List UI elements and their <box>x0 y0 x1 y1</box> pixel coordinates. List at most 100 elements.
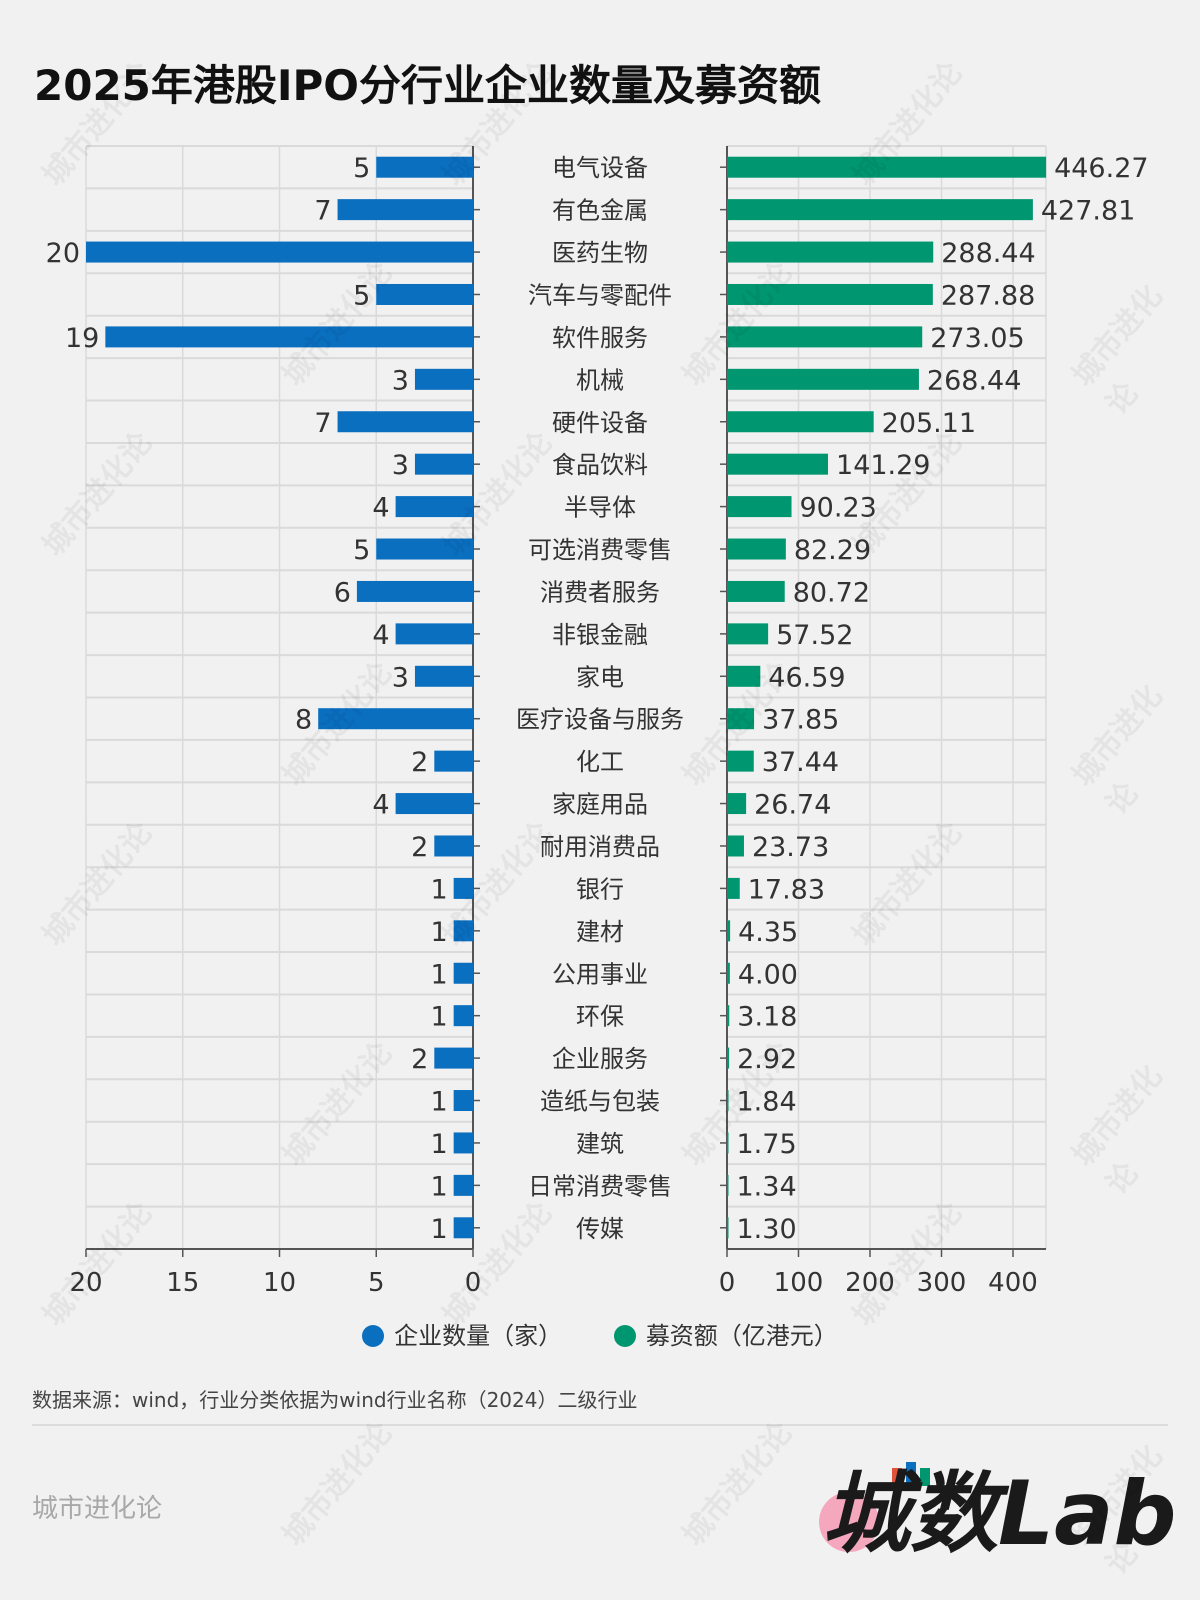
data-label-count: 5 <box>353 535 370 566</box>
data-label-count: 2 <box>411 747 428 778</box>
bar-count <box>453 877 473 899</box>
bar-count <box>86 241 473 263</box>
bar-amount <box>727 1090 729 1112</box>
data-label-amount: 80.72 <box>793 577 870 608</box>
bar-count <box>318 708 473 730</box>
data-label-amount: 82.29 <box>794 535 871 566</box>
bar-amount <box>727 496 792 518</box>
bar-count <box>337 199 473 221</box>
bar-amount <box>727 411 874 433</box>
source-note: 数据来源：wind，行业分类依据为wind行业名称（2024）二级行业 <box>32 1388 638 1412</box>
data-label-amount: 90.23 <box>800 493 877 524</box>
data-label-amount: 4.00 <box>738 959 798 990</box>
bar-amount <box>727 538 786 560</box>
brand-name: 城市进化论 <box>32 1494 163 1524</box>
data-label-amount: 26.74 <box>754 790 831 821</box>
category-label: 企业服务 <box>552 1045 648 1073</box>
bar-amount <box>727 241 934 263</box>
bar-count <box>395 623 473 645</box>
data-label-amount: 46.59 <box>768 662 845 693</box>
x-tick-label-left: 10 <box>263 1268 296 1298</box>
bar-count <box>414 665 473 687</box>
bar-amount <box>727 283 933 305</box>
category-label: 家庭用品 <box>552 791 648 819</box>
category-label: 电气设备 <box>552 154 648 182</box>
bar-amount <box>727 750 754 772</box>
legend-label: 企业数量（家） <box>394 1322 563 1350</box>
bar-amount <box>727 1217 729 1239</box>
bar-count <box>376 538 473 560</box>
category-label: 非银金融 <box>552 621 648 649</box>
bar-amount <box>727 453 829 475</box>
category-label: 汽车与零配件 <box>528 281 672 309</box>
data-label-amount: 141.29 <box>836 450 930 481</box>
x-tick-label-right: 400 <box>988 1268 1038 1298</box>
bar-count <box>395 496 473 518</box>
bar-count <box>414 453 473 475</box>
bar-amount <box>727 1174 729 1196</box>
category-label: 传媒 <box>576 1215 624 1243</box>
bar-count <box>414 368 473 390</box>
data-label-count: 1 <box>430 917 447 948</box>
data-label-count: 1 <box>430 1002 447 1033</box>
bar-count <box>453 920 473 942</box>
data-label-count: 1 <box>430 1214 447 1245</box>
data-label-count: 1 <box>430 874 447 905</box>
x-tick-label-left: 5 <box>368 1268 385 1298</box>
watermark: 城市进化论 <box>276 1415 400 1553</box>
data-label-amount: 57.52 <box>776 620 853 651</box>
data-label-count: 3 <box>392 450 409 481</box>
bar-amount <box>727 1132 729 1154</box>
data-label-amount: 273.05 <box>930 323 1024 354</box>
data-label-count: 3 <box>392 662 409 693</box>
bar-count <box>453 1174 473 1196</box>
data-label-amount: 17.83 <box>748 874 825 905</box>
bar-amount <box>727 368 919 390</box>
data-label-count: 4 <box>372 620 389 651</box>
category-label: 消费者服务 <box>540 578 660 606</box>
bar-count <box>337 411 473 433</box>
legend-dot-icon <box>362 1325 385 1347</box>
data-label-amount: 37.44 <box>762 747 839 778</box>
legend-item-amount: 募资额（亿港元） <box>613 1316 838 1351</box>
bar-amount <box>727 156 1047 178</box>
x-tick-label-right: 100 <box>774 1268 824 1298</box>
data-label-amount: 427.81 <box>1041 196 1135 227</box>
category-label: 半导体 <box>564 494 636 522</box>
bar-amount <box>727 623 769 645</box>
category-label: 环保 <box>576 1003 624 1031</box>
category-label: 硬件设备 <box>552 409 648 437</box>
data-label-count: 1 <box>430 959 447 990</box>
data-label-amount: 205.11 <box>882 408 976 439</box>
bar-amount <box>727 199 1033 221</box>
category-label: 食品饮料 <box>552 451 648 479</box>
bar-count <box>105 326 473 348</box>
bar-count <box>376 156 473 178</box>
x-tick-label-right: 300 <box>917 1268 967 1298</box>
divider <box>32 1424 1168 1426</box>
category-label: 机械 <box>576 366 624 394</box>
bar-amount <box>727 1047 730 1069</box>
bar-count <box>453 1090 473 1112</box>
bar-amount <box>727 835 744 857</box>
data-label-amount: 1.84 <box>737 1087 797 1118</box>
data-label-amount: 37.85 <box>762 705 839 736</box>
data-label-count: 5 <box>353 280 370 311</box>
x-tick-label-left: 15 <box>166 1268 199 1298</box>
data-label-count: 2 <box>411 832 428 863</box>
legend-item-count: 企业数量（家） <box>362 1316 562 1351</box>
svg-text:城数Lab.: 城数Lab. <box>822 1462 1174 1562</box>
category-label: 医药生物 <box>552 239 648 267</box>
bar-amount <box>727 877 740 899</box>
data-label-count: 20 <box>46 238 80 269</box>
data-label-count: 1 <box>430 1087 447 1118</box>
chart-title: 2025年港股IPO分行业企业数量及募资额 <box>34 61 822 110</box>
legend-label: 募资额（亿港元） <box>645 1322 838 1350</box>
bar-count <box>453 1005 473 1027</box>
data-label-amount: 287.88 <box>941 280 1035 311</box>
data-label-amount: 446.27 <box>1054 153 1148 184</box>
bar-count <box>376 283 473 305</box>
data-label-count: 2 <box>411 1044 428 1075</box>
x-tick-label-left: 20 <box>69 1268 102 1298</box>
category-label: 公用事业 <box>552 960 648 988</box>
